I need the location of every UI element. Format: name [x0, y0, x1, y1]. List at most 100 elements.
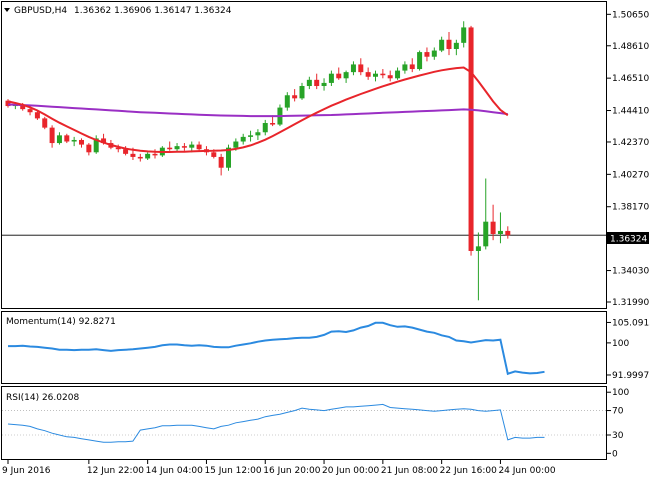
price-tick-label: 1.50650 — [612, 10, 649, 20]
candle-body — [211, 152, 217, 157]
time-tick-label: 16 Jun 20:00 — [263, 466, 320, 476]
candle-body — [167, 147, 173, 150]
candles — [5, 21, 511, 301]
time-tick-label: 15 Jun 12:00 — [204, 466, 261, 476]
price-tick-label: 1.34030 — [612, 267, 649, 277]
momentum-tick-label: 91.9997 — [612, 371, 649, 381]
moving-averages — [7, 66, 509, 153]
candle-body — [299, 86, 305, 99]
candle-body — [402, 64, 408, 71]
rsi-line — [7, 403, 545, 443]
candle-body — [64, 135, 70, 142]
candle-body — [240, 136, 246, 142]
time-tick-label: 24 Jun 00:00 — [498, 466, 555, 476]
candle-body — [79, 139, 84, 145]
price-tick-label: 1.48610 — [612, 42, 649, 52]
rsi-series — [7, 403, 545, 443]
candle-body — [490, 221, 496, 235]
price-tick-label: 1.44410 — [612, 107, 649, 117]
candle-body — [292, 95, 298, 99]
price-tick-label: 1.31990 — [612, 298, 649, 308]
price-tick-label: 1.42370 — [612, 138, 649, 148]
last-price-label: 1.36324 — [610, 235, 647, 245]
momentum-tick-label: 100 — [612, 339, 629, 349]
rsi-pane — [1, 386, 607, 460]
time-tick-label: 14 Jun 04:00 — [146, 466, 203, 476]
rsi-tick-label: 30 — [612, 431, 624, 441]
candle-body — [137, 156, 143, 159]
price-tick-label: 1.40270 — [612, 170, 649, 180]
price-axis: 1.50650 1.48610 1.46510 1.44410 1.42370 1.402… — [607, 10, 649, 308]
time-tick-label: 20 Jun 00:00 — [322, 466, 379, 476]
candle-body — [284, 95, 290, 108]
candle-body — [461, 27, 467, 43]
candle-body — [123, 149, 129, 154]
rsi-title: RSI(14) 26.0208 — [6, 393, 79, 403]
rsi-axis: 100 70 30 0 — [2, 388, 629, 459]
candle-body — [93, 138, 99, 153]
candle-body — [196, 144, 202, 150]
candle-body — [328, 73, 334, 83]
candle-body — [20, 104, 26, 110]
candle-body — [115, 147, 121, 150]
candle-body — [321, 82, 327, 87]
candle-body — [387, 75, 393, 79]
time-tick-label: 22 Jun 16:00 — [440, 466, 497, 476]
candle-body — [34, 112, 40, 119]
candle-body — [453, 42, 459, 50]
candle-body — [255, 132, 261, 136]
candle-body — [86, 144, 92, 153]
candle-body — [101, 138, 107, 144]
candle-body — [505, 230, 511, 236]
candle-body — [27, 109, 33, 113]
rsi-tick-label: 70 — [612, 407, 624, 417]
symbol-label: GBPUSD,H4 — [14, 6, 67, 16]
fast-moving-average — [7, 66, 509, 153]
candle-body — [446, 39, 452, 50]
price-tick-label: 1.46510 — [612, 74, 649, 84]
ohlc-label: 1.36362 1.36906 1.36147 1.36324 — [74, 6, 232, 16]
candle-body — [395, 70, 401, 79]
candle-body — [350, 64, 356, 73]
rsi-tick-label: 0 — [612, 449, 618, 459]
candle-body — [56, 135, 62, 144]
momentum-axis: 105.0915 100 91.9997 — [607, 318, 650, 381]
candle-body — [71, 139, 77, 142]
momentum-line — [8, 321, 545, 376]
slow-moving-average — [7, 103, 508, 118]
dropdown-triangle-icon[interactable] — [4, 8, 10, 12]
candle-body — [262, 123, 268, 133]
candle-body — [365, 72, 371, 77]
candle-body — [468, 27, 474, 251]
candle-body — [483, 221, 489, 247]
rsi-tick-label: 100 — [612, 388, 629, 398]
candle-body — [380, 73, 386, 76]
candle-body — [409, 64, 415, 70]
candle-body — [5, 100, 11, 107]
candle-body — [152, 153, 158, 156]
time-tick-label: 21 Jun 08:00 — [381, 466, 438, 476]
candle-body — [189, 144, 195, 148]
candle-body — [145, 153, 151, 159]
candle-body — [42, 118, 48, 128]
candle-body — [270, 123, 276, 125]
candle-body — [130, 153, 136, 157]
chart-header: GBPUSD,H4 1.36362 1.36906 1.36147 1.3632… — [14, 6, 232, 16]
time-axis: 9 Jun 2016 12 Jun 22:00 14 Jun 04:00 15 Jun… — [2, 460, 556, 476]
candle-body — [306, 79, 312, 87]
time-tick-label: 9 Jun 2016 — [2, 466, 51, 476]
candle-body — [314, 79, 320, 87]
candle-body — [336, 73, 342, 79]
candle-body — [226, 147, 231, 168]
price-tick-label: 1.38170 — [612, 203, 649, 213]
candle-body — [181, 146, 187, 148]
candle-body — [343, 72, 349, 79]
candle-body — [424, 52, 430, 57]
momentum-pane — [1, 311, 607, 384]
time-tick-label: 12 Jun 22:00 — [87, 466, 144, 476]
candle-body — [174, 146, 180, 150]
candle-body — [233, 141, 239, 148]
candle-body — [373, 73, 378, 77]
